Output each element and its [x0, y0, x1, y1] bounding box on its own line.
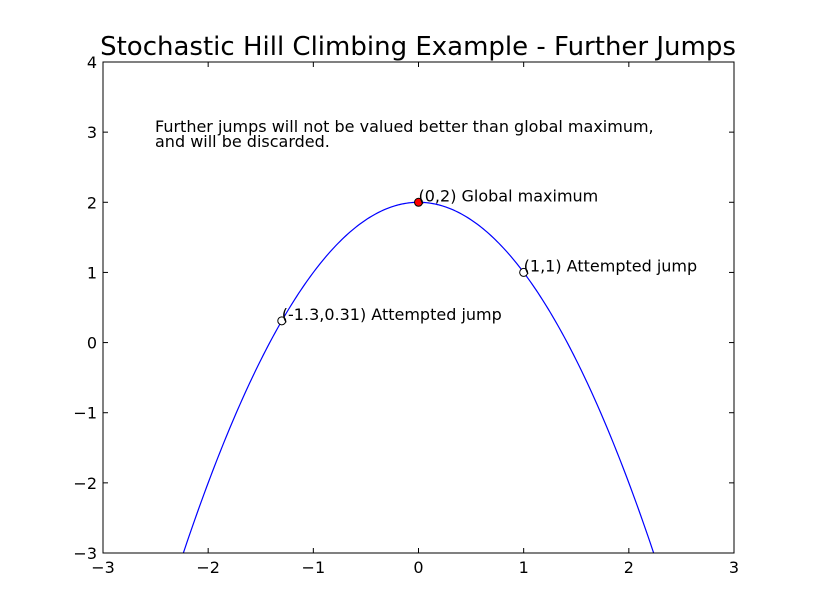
x-tick-label: 3: [729, 558, 739, 577]
note-line-2: and will be discarded.: [155, 132, 330, 151]
y-tick-label: 3: [87, 123, 97, 142]
y-tick-label: 2: [87, 193, 97, 212]
data-point-0: [414, 197, 423, 207]
labels-layer: (0,2) Global maximum (1,1) Attempted jump…: [282, 186, 697, 324]
data-point-2: [277, 316, 287, 326]
y-tick-label: −2: [73, 474, 97, 493]
x-tick-label: 0: [413, 558, 423, 577]
y-tick-label: −1: [73, 404, 97, 423]
plot-area: −3 −2 −1 0 1 2 3 −3 −2 −1 0 1 2 3 4 (0,2) Global maxim…: [73, 53, 739, 577]
x-tick-label: 2: [624, 558, 634, 577]
y-tick-label: 4: [87, 53, 97, 72]
chart-title: Stochastic Hill Climbing Example - Furth…: [100, 32, 736, 62]
curve-layer: [182, 201, 655, 553]
note-annotation: Further jumps will not be valued better …: [155, 117, 654, 151]
series-line-0: [182, 201, 655, 553]
x-tick-label: −2: [196, 558, 220, 577]
point-label-2: (-1.3,0.31) Attempted jump: [282, 305, 502, 324]
x-tick-label: −1: [302, 558, 326, 577]
note-line-1: Further jumps will not be valued better …: [155, 117, 654, 136]
point-label-0: (0,2) Global maximum: [419, 186, 599, 205]
y-tick-label: 0: [87, 334, 97, 353]
point-label-1: (1,1) Attempted jump: [524, 256, 698, 275]
x-tick-label: 1: [519, 558, 529, 577]
ticks-layer: −3 −2 −1 0 1 2 3 −3 −2 −1 0 1 2 3 4: [73, 53, 739, 577]
data-point-1: [519, 267, 529, 277]
points-layer: [277, 197, 529, 326]
y-tick-label: −3: [73, 544, 97, 563]
x-tick-label: −3: [91, 558, 115, 577]
y-tick-label: 1: [87, 263, 97, 282]
